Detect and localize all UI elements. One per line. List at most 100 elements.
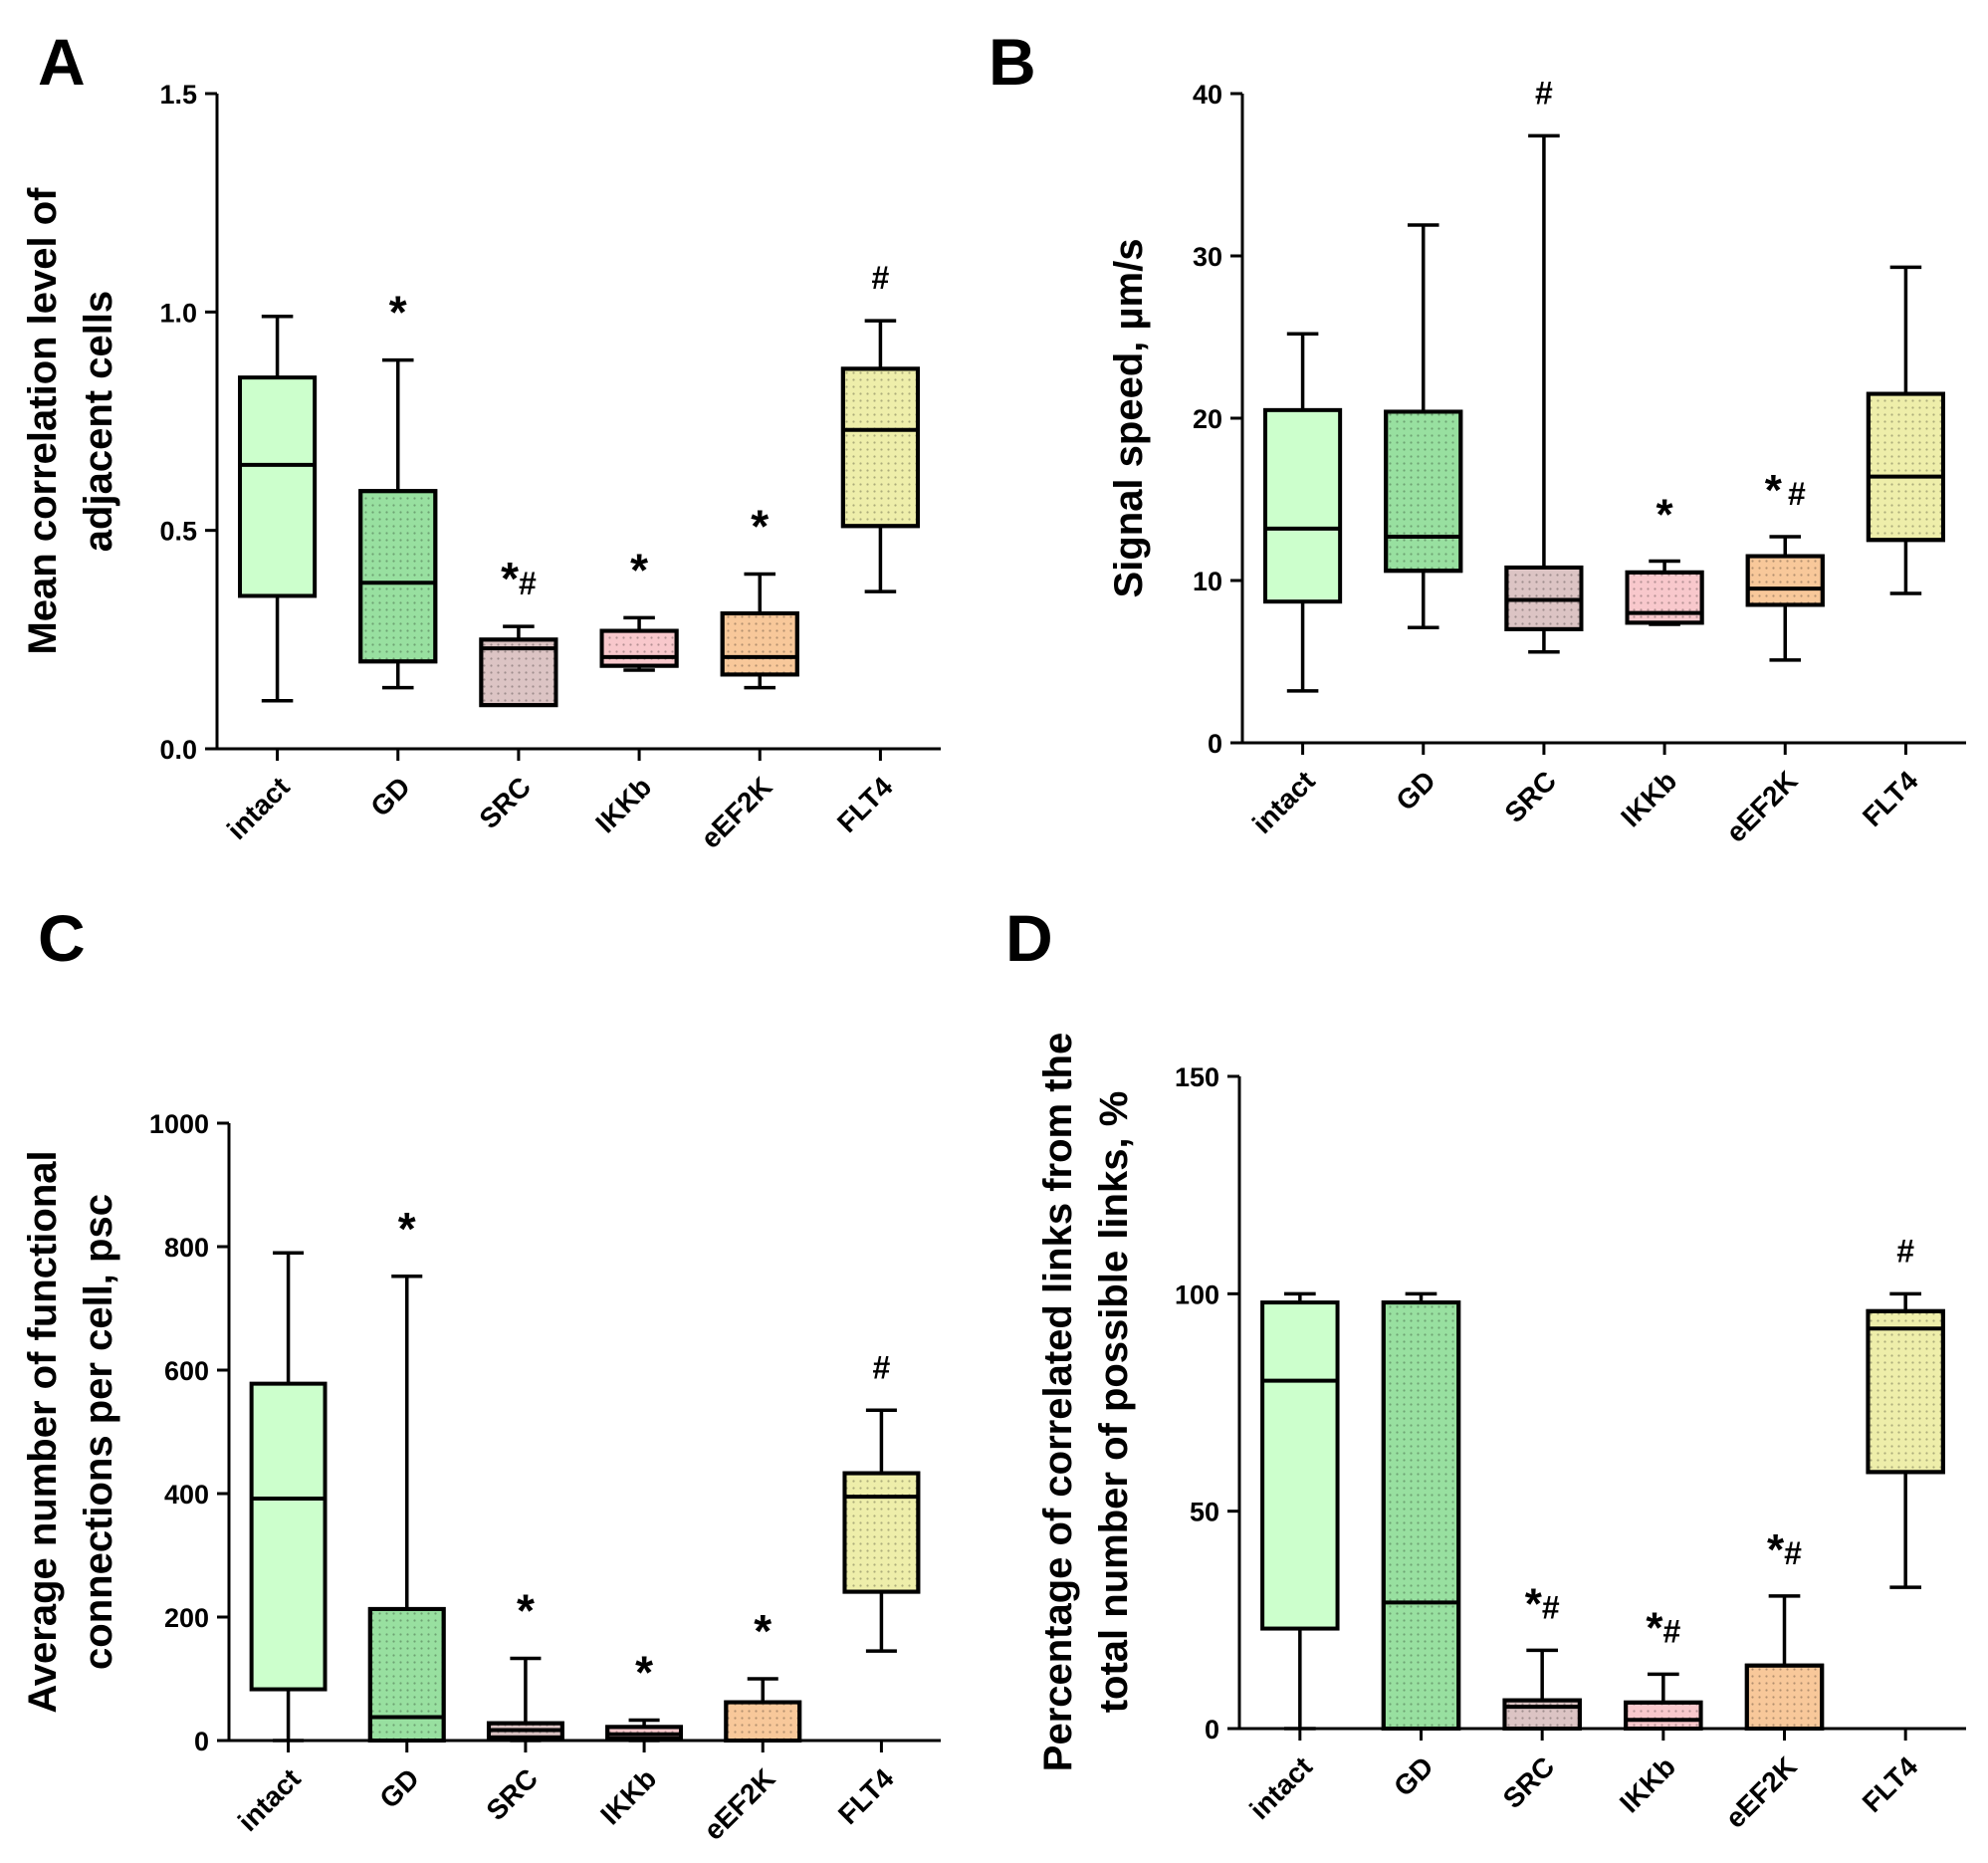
panel-a: A 0.0 0.5 1.0 1.5 Mean correlation level of a… [21, 25, 941, 854]
x-tick-label: eEF2K [698, 1762, 781, 1846]
box-texture [601, 630, 677, 666]
box-eef2k: eEF2K *# [1719, 1525, 1825, 1834]
box-src: SRC * [480, 1585, 564, 1826]
x-tick-label: FLT4 [831, 771, 899, 838]
box-ikkb: IKKb * [1615, 490, 1704, 832]
panel-letter: C [38, 901, 86, 975]
box-texture [1868, 393, 1943, 541]
box-gd: GD * [358, 287, 438, 822]
box-texture [1504, 1700, 1580, 1729]
significance-mark: # [873, 1349, 891, 1385]
x-tick-label: SRC [1498, 765, 1562, 828]
box-outline [720, 611, 799, 677]
box-outline [1866, 1308, 1945, 1475]
y-tick-label: 400 [164, 1480, 209, 1510]
x-tick-label: FLT4 [832, 1762, 900, 1830]
x-tick-label: intact [232, 1762, 307, 1837]
box-outline [1745, 554, 1825, 607]
box-ikkb: IKKb * [594, 1647, 684, 1830]
significance-mark: *# [501, 553, 537, 604]
significance-mark: # [1535, 75, 1553, 111]
x-tick-label: GD [1388, 1750, 1439, 1802]
y-tick-label: 0 [1208, 729, 1222, 759]
y-tick-label: 20 [1193, 404, 1222, 434]
y-tick-label: 150 [1175, 1062, 1219, 1092]
y-axis-label: Mean correlation level of [21, 187, 65, 655]
x-tick-label: IKKb [1614, 1750, 1681, 1818]
x-tick-label: SRC [473, 771, 537, 834]
box-eef2k: eEF2K * [695, 501, 799, 854]
significance-mark: * [1657, 490, 1674, 539]
box-texture [1626, 1702, 1701, 1729]
box-body [1260, 1300, 1340, 1631]
box-texture [1627, 572, 1702, 623]
panel-letter: D [1005, 901, 1053, 975]
significance-mark: *# [1525, 1579, 1560, 1628]
box-outline [1381, 1300, 1461, 1731]
y-tick-label: 600 [164, 1356, 209, 1386]
box-outline [840, 366, 920, 529]
y-tick-label: 40 [1193, 80, 1222, 110]
x-tick-label: intact [1246, 765, 1321, 839]
box-intact: intact [232, 1251, 328, 1837]
box-outline [358, 489, 438, 664]
box-flt4: FLT4 # [832, 1349, 921, 1830]
box-eef2k: eEF2K * [698, 1605, 802, 1846]
y-tick-label: 50 [1190, 1498, 1219, 1527]
panel-c: C 0 200 400 600 800 1000 Average number of fun… [21, 901, 941, 1846]
significance-mark: # [872, 260, 890, 296]
box-texture [1386, 411, 1461, 572]
box-src: SRC *# [473, 553, 558, 834]
y-tick-label: 0.5 [159, 517, 197, 547]
box-texture [360, 491, 436, 662]
box-intact: intact [1246, 332, 1343, 839]
y-tick-label: 0 [1205, 1715, 1219, 1745]
box-texture [1746, 1665, 1823, 1729]
box-outline [479, 637, 558, 708]
significance-mark: * # [1765, 466, 1806, 515]
significance-mark: * [517, 1585, 535, 1637]
y-axis-label: adjacent cells [77, 291, 120, 552]
x-tick-label: eEF2K [695, 771, 778, 854]
y-tick-label: 10 [1193, 567, 1222, 596]
panel-d: D 0 50 100 150 Percentage of correlated link… [1005, 901, 1966, 1834]
box-texture [722, 613, 797, 675]
y-axis-label: connections per cell, psc [77, 1194, 120, 1670]
x-tick-label: GD [1390, 765, 1441, 816]
y-axis-label: total number of possible links, % [1092, 1091, 1136, 1714]
box-intact: intact [221, 314, 318, 845]
significance-mark: # [1896, 1233, 1914, 1269]
significance-mark: * [751, 501, 769, 553]
significance-mark: * [630, 544, 648, 595]
box-body [238, 375, 318, 598]
x-tick-label: IKKb [594, 1762, 662, 1830]
box-eef2k: eEF2K * # [1720, 466, 1825, 848]
box-outline [1625, 570, 1704, 625]
significance-mark: *# [1767, 1525, 1802, 1574]
box-src: SRC *# [1497, 1579, 1582, 1814]
panel-letter: B [989, 25, 1036, 99]
box-outline [842, 1471, 921, 1594]
x-tick-label: IKKb [589, 771, 657, 838]
box-texture [1383, 1302, 1459, 1729]
x-tick-label: GD [373, 1762, 425, 1814]
box-texture [726, 1702, 800, 1741]
box-texture [842, 368, 918, 527]
significance-mark: * [389, 287, 407, 339]
box-gd: GD [1381, 1291, 1461, 1802]
box-intact: intact [1243, 1291, 1340, 1825]
box-texture [1868, 1310, 1943, 1473]
significance-mark: * [398, 1203, 416, 1255]
box-texture [481, 639, 556, 706]
x-tick-label: intact [221, 771, 296, 845]
box-outline [1502, 1698, 1582, 1732]
box-outline [599, 628, 679, 668]
x-tick-label: FLT4 [1857, 1750, 1924, 1818]
box-ikkb: IKKb * [589, 544, 679, 838]
x-tick-label: FLT4 [1857, 765, 1924, 832]
box-outline [1384, 409, 1463, 574]
box-texture [1747, 556, 1823, 605]
box-texture [369, 1608, 444, 1741]
y-tick-label: 800 [164, 1233, 209, 1263]
box-gd: GD * [367, 1203, 446, 1814]
